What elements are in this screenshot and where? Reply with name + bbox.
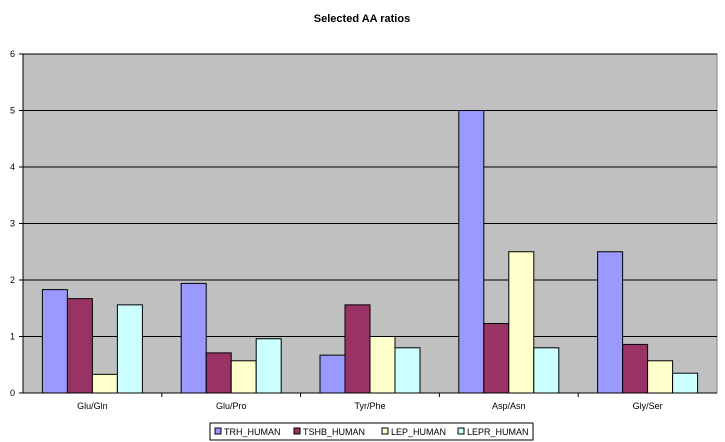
legend-label: LEPR_HUMAN (467, 427, 529, 437)
legend-label: LEP_HUMAN (391, 427, 446, 437)
bar-tshb-human-gly-ser (622, 343, 649, 394)
y-tick-label: 1 (10, 332, 15, 342)
y-tick-label: 5 (10, 106, 15, 116)
legend-label: TSHB_HUMAN (303, 427, 365, 437)
bar-lep-human-asp-asn (508, 251, 535, 394)
y-tick-label: 0 (10, 388, 15, 398)
bar-trh-human-gly-ser (597, 251, 624, 394)
bar-lepr-human-glu-gln (116, 304, 143, 394)
x-tick-label: Glu/Pro (216, 401, 247, 411)
plot-area: 0 1 2 3 4 5 6 Glu/Gln Glu/Pro Tyr/Phe Asp/Asn Gly/S… (10, 49, 718, 411)
bar-trh-human-glu-pro (180, 282, 207, 394)
legend-swatch (293, 427, 301, 435)
bar-lepr-human-glu-pro (255, 338, 282, 394)
bar-trh-human-glu-gln (41, 289, 68, 394)
bar-tshb-human-glu-gln (66, 298, 93, 394)
bar-lep-human-glu-pro (230, 360, 257, 394)
legend-box (209, 422, 534, 441)
legend-swatch (381, 427, 389, 435)
x-tick-label: Glu/Gln (77, 401, 108, 411)
legend-swatch (457, 427, 465, 435)
bar-lep-human-tyr-phe (369, 336, 396, 394)
bar-lepr-human-tyr-phe (394, 347, 421, 394)
bar-lepr-human-gly-ser (672, 372, 699, 394)
x-tick-label: Tyr/Phe (354, 401, 385, 411)
legend-label: TRH_HUMAN (224, 427, 281, 437)
legend: TRH_HUMAN TSHB_HUMAN LEP_HUMAN LEPR_HUMAN (209, 422, 534, 441)
bar-trh-human-asp-asn (458, 110, 485, 394)
y-tick-label: 4 (10, 162, 15, 172)
bar-lep-human-gly-ser (647, 360, 674, 394)
x-tick-label: Asp/Asn (492, 401, 526, 411)
bar-tshb-human-glu-pro (205, 352, 232, 394)
y-tick-label: 6 (10, 49, 15, 59)
chart-title: Selected AA ratios (314, 13, 410, 25)
bar-lep-human-glu-gln (91, 373, 118, 394)
y-tick-label: 2 (10, 275, 15, 285)
legend-swatch (214, 427, 222, 435)
bar-trh-human-tyr-phe (319, 354, 346, 394)
bar-tshb-human-tyr-phe (344, 304, 371, 394)
x-tick-label: Gly/Ser (633, 401, 663, 411)
bar-lepr-human-asp-asn (533, 347, 560, 394)
bar-tshb-human-asp-asn (483, 323, 510, 394)
y-tick-label: 3 (10, 219, 15, 229)
